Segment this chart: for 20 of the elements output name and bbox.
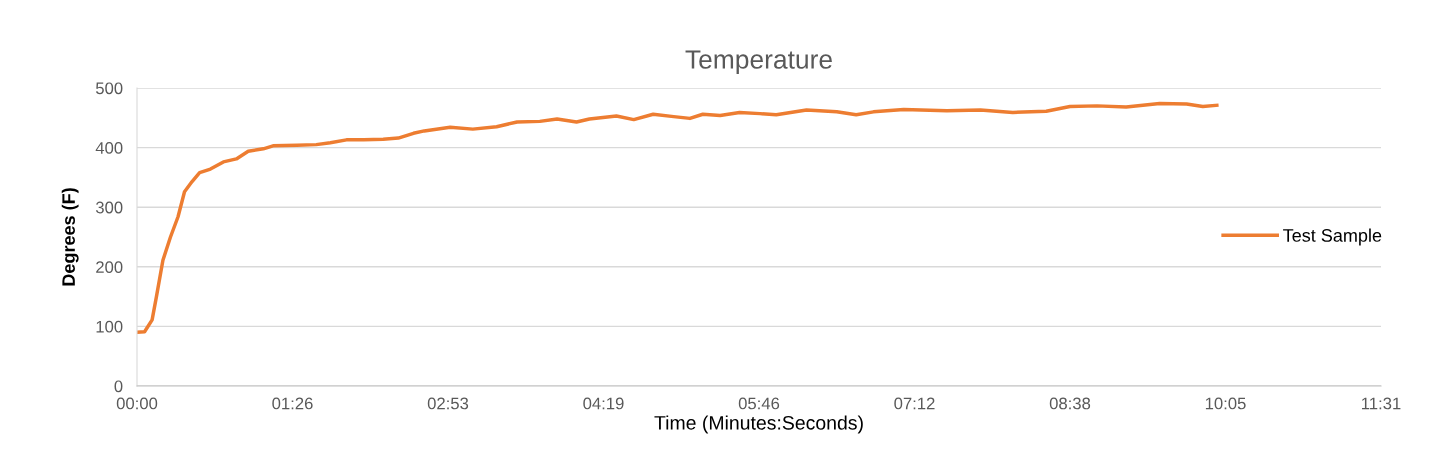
x-tick-label: 10:05 <box>1205 397 1246 410</box>
x-tick-label: 01:26 <box>272 397 313 410</box>
chart-title: Temperature <box>685 50 832 75</box>
x-tick-label: 08:38 <box>1049 397 1091 410</box>
y-tick-label: 400 <box>95 142 123 154</box>
y-tick-label: 500 <box>95 82 123 95</box>
x-tick-label: 00:00 <box>116 397 158 410</box>
y-tick-label: 100 <box>96 320 123 333</box>
x-tick-label: 04:19 <box>583 397 624 410</box>
x-axis-title: Time (Minutes:Seconds) <box>654 415 863 434</box>
y-tick-label: 200 <box>96 261 123 273</box>
legend-label: Test Sample <box>1283 228 1382 246</box>
x-tick-label: 07:12 <box>894 397 935 410</box>
y-tick-label: 0 <box>114 380 123 393</box>
line-series <box>137 101 1219 335</box>
y-tick-label: 300 <box>95 201 123 214</box>
y-axis-title: Degrees (F) <box>61 188 79 286</box>
x-tick-label: 11:31 <box>1362 397 1401 410</box>
x-tick-label: 02:53 <box>427 397 469 410</box>
x-tick-label: 05:46 <box>738 397 780 410</box>
